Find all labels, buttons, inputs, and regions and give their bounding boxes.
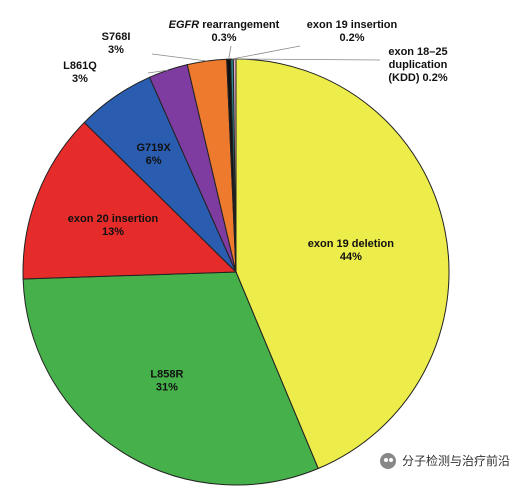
slice-label-4: L861Q 3% [63, 60, 97, 85]
slice-label-7: exon 19 insertion 0.2% [307, 19, 398, 44]
watermark-text: 分子检测与治疗前沿 [401, 454, 510, 468]
slice-label-8: exon 18–25 duplication (KDD) 0.2% [388, 46, 448, 84]
slice-label-2: exon 20 insertion 13% [68, 213, 159, 238]
wechat-icon [379, 452, 396, 469]
leader-line-7 [231, 45, 301, 60]
leader-line-5 [151, 53, 207, 62]
watermark: 分子检测与治疗前沿 [379, 452, 510, 469]
slice-label-1: L858R 31% [150, 369, 183, 394]
pie-slice-2 [22, 121, 238, 280]
pie-slice-1 [22, 271, 319, 486]
slice-label-0: exon 19 deletion 44% [308, 238, 394, 263]
leader-line-4 [147, 69, 169, 74]
leader-line-6 [228, 45, 232, 60]
slice-label-3: G719X 6% [136, 142, 171, 167]
pie-slice-0 [235, 58, 450, 470]
slice-label-5: S768I 3% [102, 31, 131, 56]
leader-line-8 [234, 58, 381, 61]
slice-label-6: EGFR rearrangement 0.3% [169, 19, 280, 44]
